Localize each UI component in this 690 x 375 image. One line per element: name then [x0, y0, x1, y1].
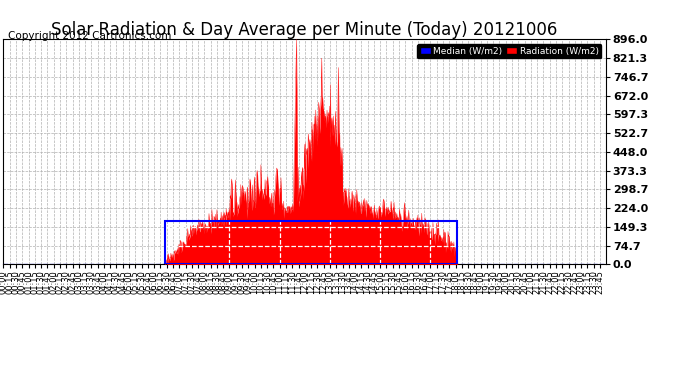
Text: Copyright 2012 Cartronics.com: Copyright 2012 Cartronics.com: [8, 32, 172, 41]
Legend: Median (W/m2), Radiation (W/m2): Median (W/m2), Radiation (W/m2): [417, 44, 601, 58]
Title: Solar Radiation & Day Average per Minute (Today) 20121006: Solar Radiation & Day Average per Minute…: [52, 21, 558, 39]
Bar: [165, 220, 457, 264]
